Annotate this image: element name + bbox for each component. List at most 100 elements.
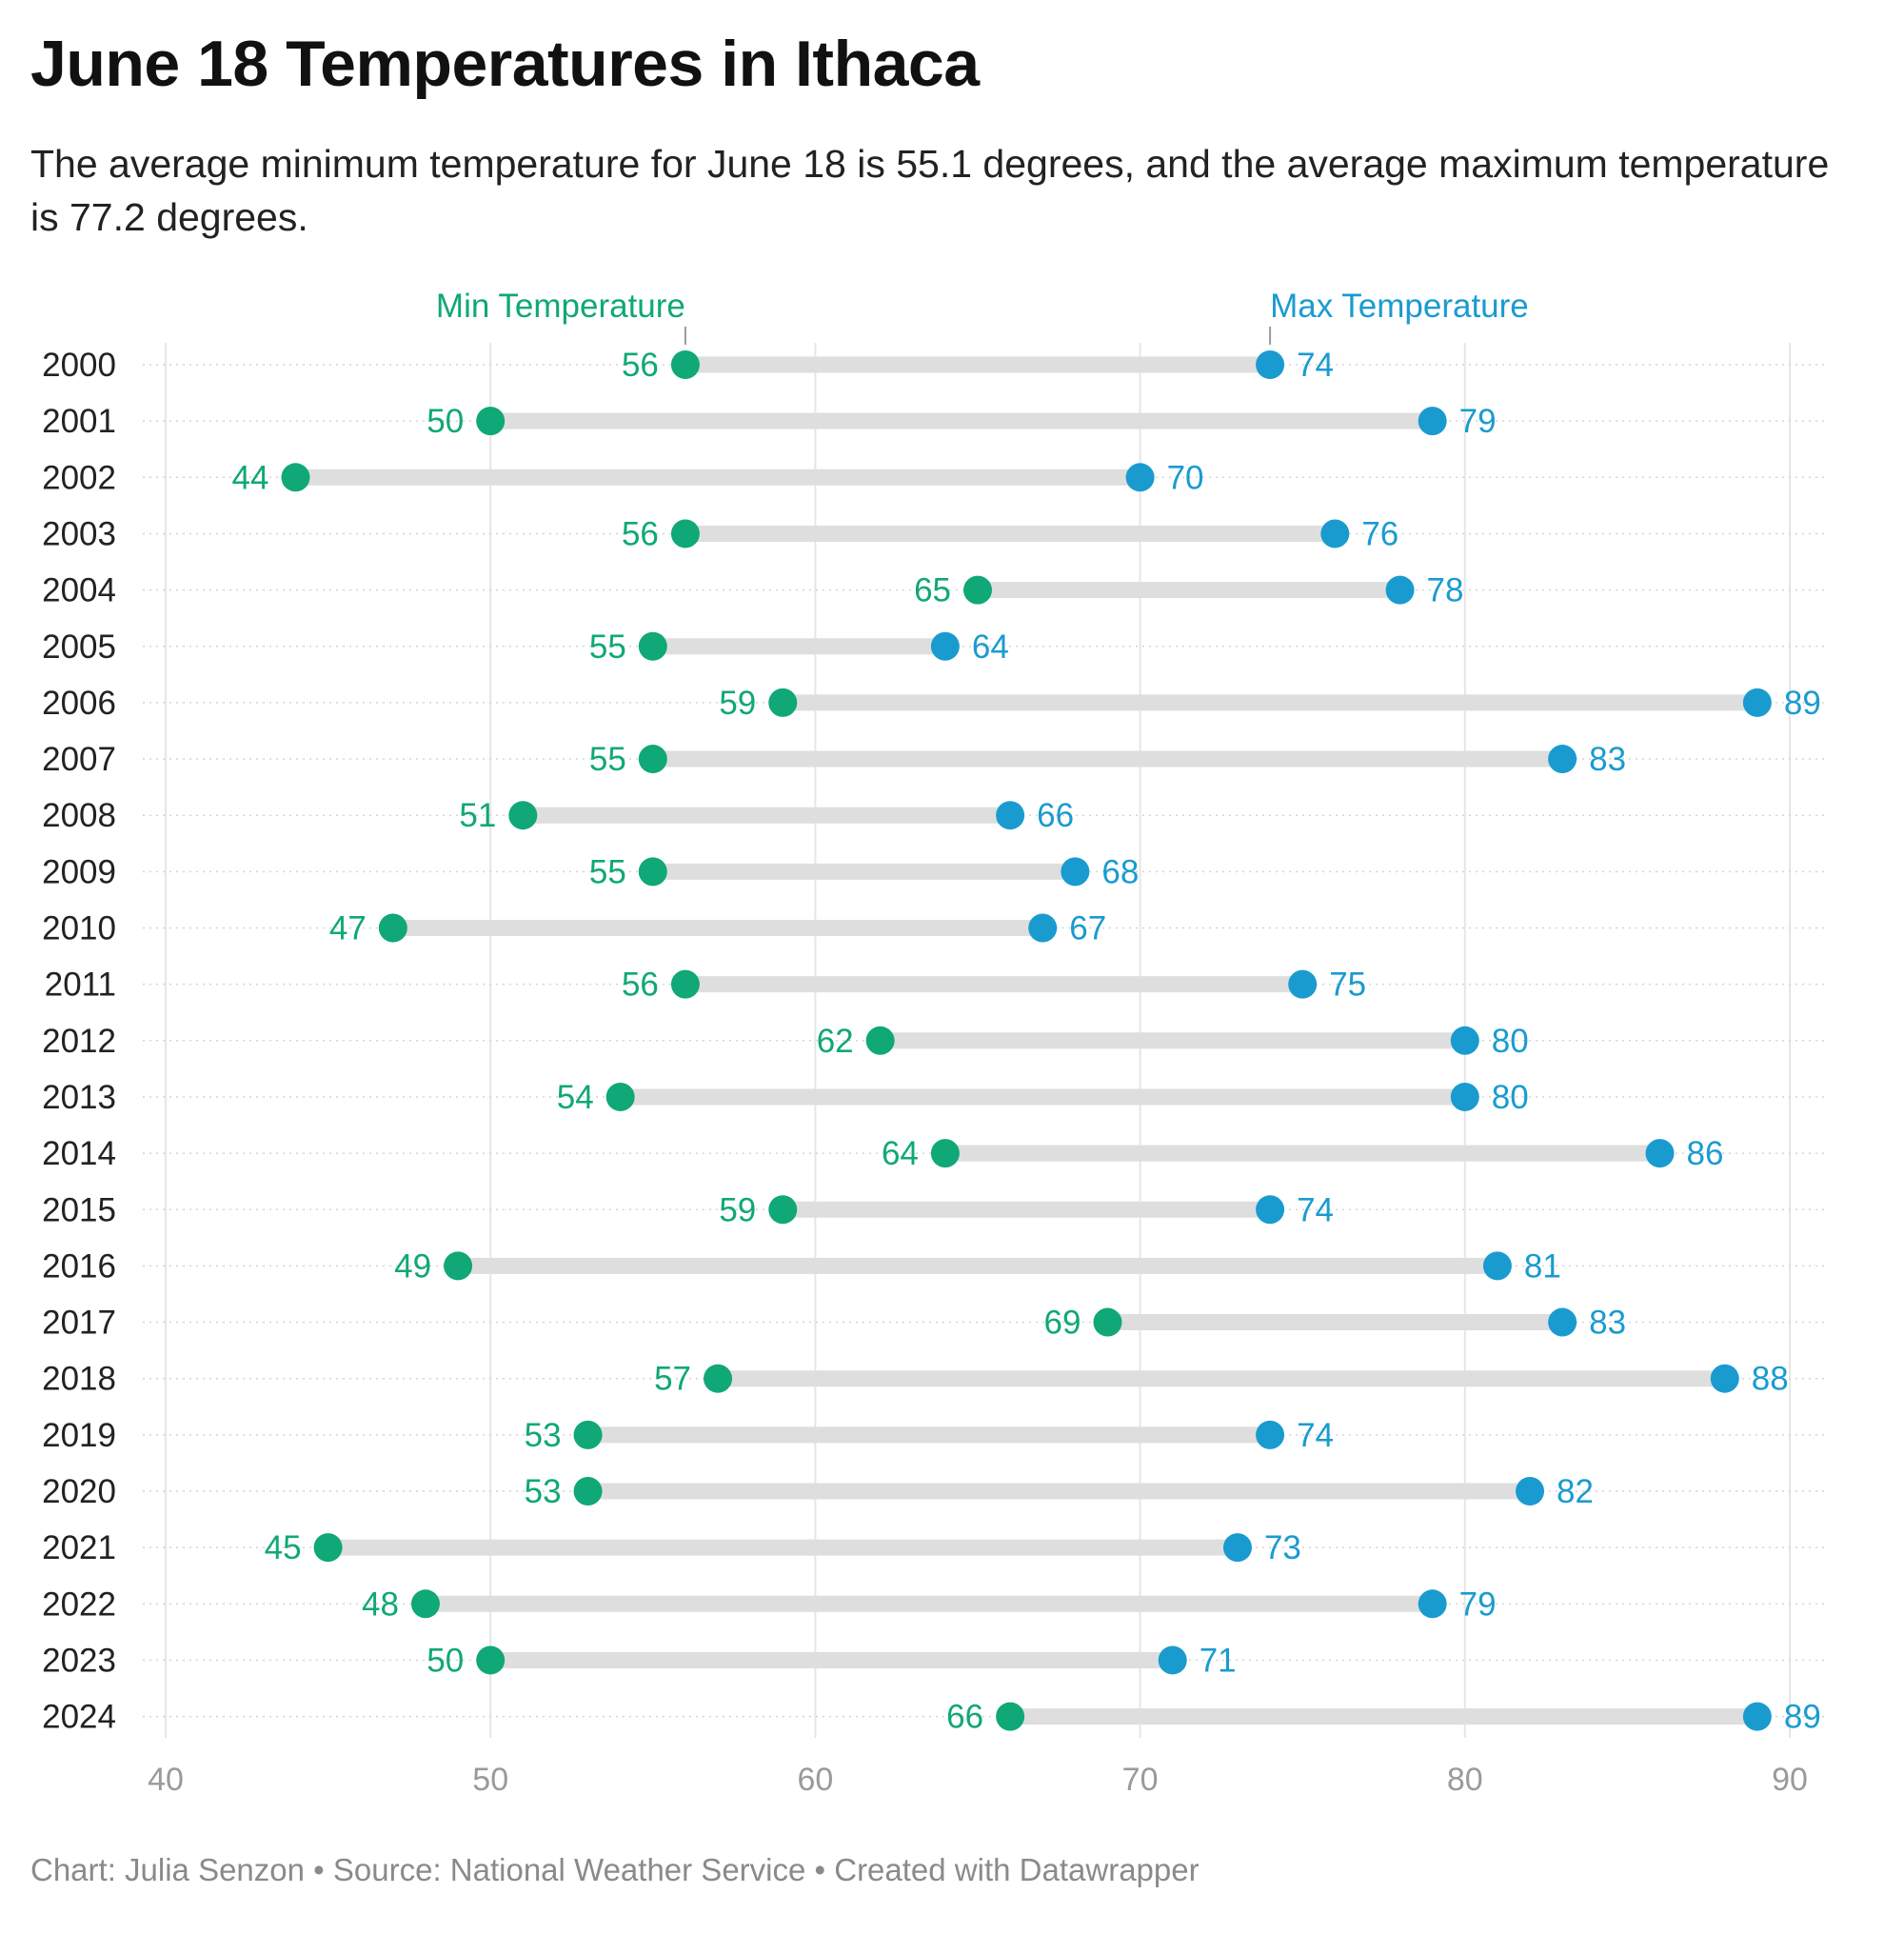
min-value-label: 64 bbox=[882, 1135, 919, 1172]
year-label: 2006 bbox=[42, 685, 116, 722]
year-label: 2019 bbox=[42, 1417, 116, 1454]
min-value-label: 59 bbox=[719, 1191, 756, 1228]
min-value-label: 44 bbox=[232, 459, 269, 496]
max-value-label: 86 bbox=[1687, 1135, 1724, 1172]
year-label: 2012 bbox=[42, 1023, 116, 1060]
min-value-label: 66 bbox=[946, 1699, 983, 1736]
year-label: 2003 bbox=[42, 515, 116, 552]
year-label: 2015 bbox=[42, 1191, 116, 1228]
max-dot bbox=[1385, 575, 1415, 605]
max-dot bbox=[1288, 969, 1318, 999]
max-value-label: 64 bbox=[972, 628, 1009, 666]
max-dot bbox=[1320, 519, 1350, 548]
min-value-label: 49 bbox=[394, 1247, 431, 1285]
max-value-label: 79 bbox=[1459, 1585, 1497, 1623]
min-dot bbox=[768, 1195, 798, 1225]
min-value-label: 53 bbox=[525, 1473, 562, 1510]
max-dot bbox=[1482, 1251, 1512, 1281]
min-value-label: 50 bbox=[426, 403, 464, 440]
min-dot bbox=[704, 1364, 733, 1393]
legend-min-label: Min Temperature bbox=[436, 288, 685, 325]
max-value-label: 68 bbox=[1101, 853, 1139, 890]
min-dot bbox=[638, 745, 667, 774]
max-value-label: 75 bbox=[1329, 967, 1366, 1004]
max-dot bbox=[1645, 1139, 1675, 1168]
min-dot bbox=[605, 1082, 635, 1111]
min-value-label: 65 bbox=[914, 572, 951, 609]
x-tick-label: 60 bbox=[797, 1762, 833, 1798]
max-value-label: 73 bbox=[1264, 1529, 1301, 1566]
min-dot bbox=[508, 801, 538, 830]
year-label: 2024 bbox=[42, 1699, 116, 1736]
year-label: 2014 bbox=[42, 1135, 116, 1172]
min-value-label: 55 bbox=[589, 853, 626, 890]
x-axis: 40 50 60 70 80 90 bbox=[148, 1762, 1808, 1798]
max-value-label: 66 bbox=[1037, 797, 1074, 834]
x-tick-label: 80 bbox=[1447, 1762, 1483, 1798]
year-label: 2002 bbox=[42, 459, 116, 496]
max-dot bbox=[930, 631, 960, 661]
max-value-label: 71 bbox=[1200, 1642, 1237, 1679]
max-dot bbox=[1450, 1026, 1479, 1055]
max-value-label: 81 bbox=[1524, 1247, 1561, 1285]
min-value-label: 55 bbox=[589, 628, 626, 666]
min-dot bbox=[670, 969, 700, 999]
min-dot bbox=[378, 913, 407, 943]
max-value-label: 67 bbox=[1069, 910, 1106, 947]
min-dot bbox=[1093, 1307, 1122, 1337]
max-value-label: 80 bbox=[1492, 1023, 1529, 1060]
max-value-label: 74 bbox=[1297, 347, 1334, 384]
min-dot bbox=[930, 1139, 960, 1168]
max-value-label: 82 bbox=[1557, 1473, 1594, 1510]
max-dot bbox=[1158, 1645, 1187, 1675]
max-dot bbox=[996, 801, 1025, 830]
x-tick-label: 50 bbox=[472, 1762, 508, 1798]
min-value-label: 56 bbox=[622, 515, 659, 552]
year-label: 2022 bbox=[42, 1585, 116, 1623]
max-dot bbox=[1450, 1082, 1479, 1111]
legend: Min Temperature Max Temperature bbox=[436, 288, 1529, 345]
min-dot bbox=[670, 350, 700, 379]
x-tick-label: 70 bbox=[1122, 1762, 1159, 1798]
max-dot bbox=[1548, 1307, 1577, 1337]
min-dot bbox=[768, 688, 798, 717]
year-label: 2007 bbox=[42, 741, 116, 778]
min-value-label: 47 bbox=[329, 910, 367, 947]
year-label: 2008 bbox=[42, 797, 116, 834]
min-value-label: 55 bbox=[589, 741, 626, 778]
max-dot bbox=[1710, 1364, 1739, 1393]
max-value-label: 74 bbox=[1297, 1191, 1334, 1228]
min-dot bbox=[410, 1589, 440, 1619]
x-tick-label: 90 bbox=[1772, 1762, 1808, 1798]
year-label: 2005 bbox=[42, 628, 116, 666]
max-value-label: 83 bbox=[1589, 741, 1626, 778]
min-dot bbox=[638, 857, 667, 887]
max-dot bbox=[1125, 463, 1155, 492]
max-value-label: 89 bbox=[1784, 1699, 1821, 1736]
year-label: 2010 bbox=[42, 910, 116, 947]
min-dot bbox=[963, 575, 992, 605]
min-dot bbox=[313, 1533, 343, 1563]
year-label: 2018 bbox=[42, 1361, 116, 1398]
min-dot bbox=[670, 519, 700, 548]
chart-subtitle: The average minimum temperature for June… bbox=[30, 142, 1830, 239]
max-dot bbox=[1222, 1533, 1252, 1563]
max-dot bbox=[1548, 745, 1577, 774]
max-value-label: 88 bbox=[1752, 1361, 1789, 1398]
chart-title: June 18 Temperatures in Ithaca bbox=[30, 28, 980, 100]
chart-footer: Chart: Julia Senzon • Source: National W… bbox=[30, 1852, 1200, 1887]
min-dot bbox=[281, 463, 310, 492]
dot-layer bbox=[281, 350, 1772, 1731]
min-dot bbox=[573, 1420, 603, 1449]
year-label: 2004 bbox=[42, 572, 116, 609]
min-dot bbox=[476, 407, 506, 436]
max-dot bbox=[1418, 1589, 1447, 1619]
label-layer: 2000 56 74 2001 50 79 2002 44 70 2003 56 76 2004 65 78… bbox=[42, 347, 1821, 1736]
max-dot bbox=[1061, 857, 1090, 887]
year-label: 2023 bbox=[42, 1642, 116, 1679]
bar-layer bbox=[295, 356, 1757, 1725]
min-dot bbox=[996, 1702, 1025, 1731]
max-dot bbox=[1516, 1477, 1545, 1505]
min-value-label: 50 bbox=[426, 1642, 464, 1679]
max-value-label: 80 bbox=[1492, 1079, 1529, 1116]
